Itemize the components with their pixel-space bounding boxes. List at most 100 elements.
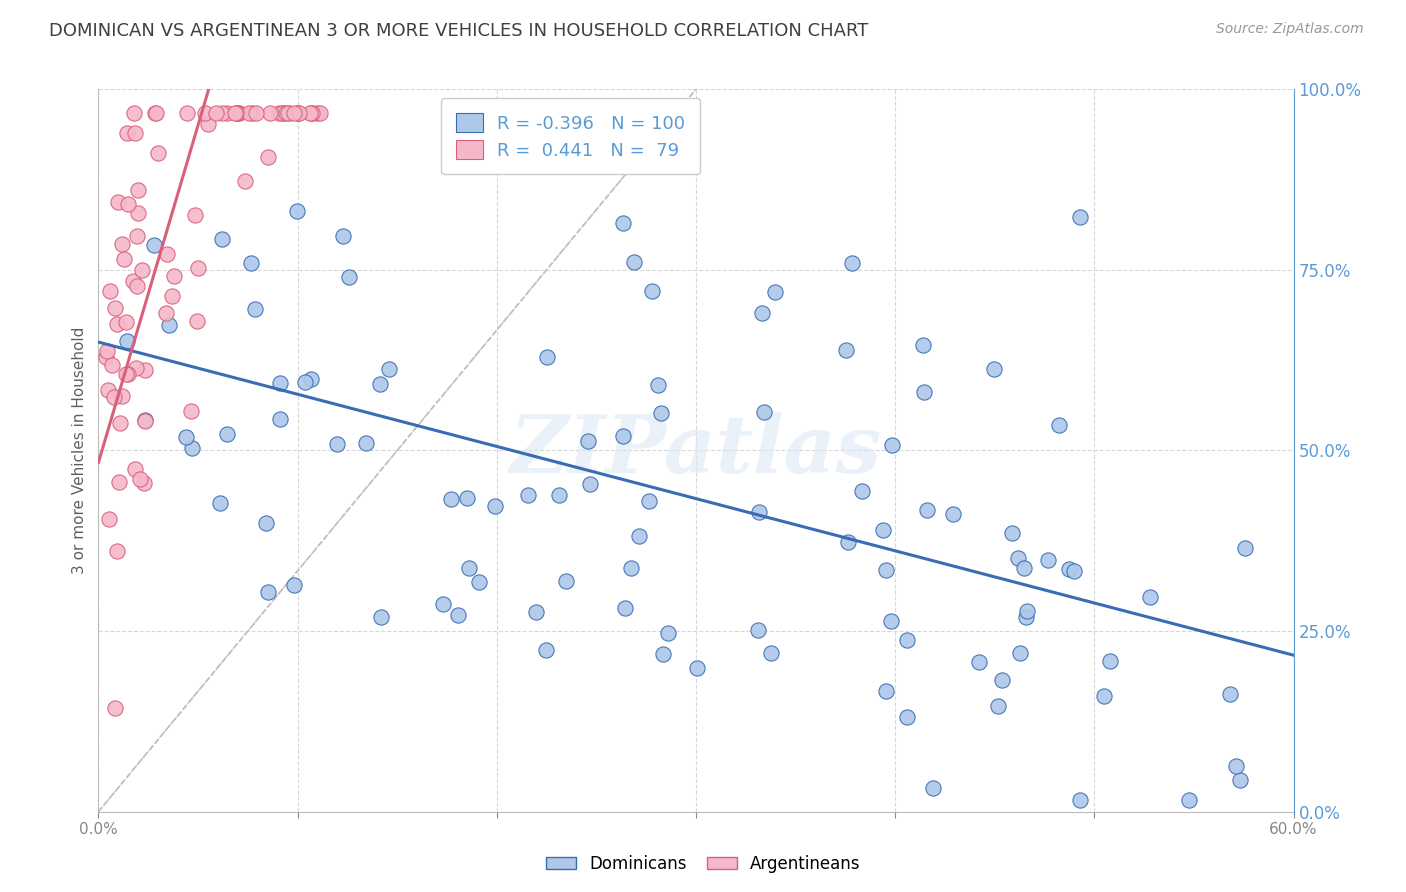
Point [1047, 417, 1070, 432]
Point [104, 301, 127, 315]
Point [205, 106, 228, 120]
Point [122, 106, 145, 120]
Point [1099, 654, 1122, 668]
Point [105, 544, 128, 558]
Point [287, 106, 309, 120]
Point [124, 462, 146, 476]
Point [134, 413, 156, 427]
Point [180, 404, 202, 418]
Point [751, 306, 773, 320]
Point [1229, 772, 1251, 787]
Point [1225, 758, 1247, 772]
Point [579, 477, 602, 491]
Point [259, 106, 281, 120]
Point [117, 367, 139, 381]
Point [942, 508, 965, 522]
Point [1139, 591, 1161, 605]
Point [637, 494, 659, 508]
Point [224, 106, 246, 120]
Point [1178, 793, 1201, 807]
Point [103, 390, 125, 404]
Point [225, 106, 247, 120]
Point [370, 610, 392, 624]
Point [650, 406, 672, 420]
Point [128, 472, 150, 486]
Point [112, 252, 135, 267]
Point [1036, 553, 1059, 567]
Point [761, 646, 783, 660]
Point [298, 106, 321, 120]
Point [96, 344, 118, 359]
Point [115, 368, 138, 382]
Point [233, 174, 256, 188]
Point [156, 247, 179, 261]
Point [276, 106, 298, 120]
Point [1069, 793, 1091, 807]
Point [440, 491, 463, 506]
Point [193, 106, 215, 120]
Point [187, 261, 209, 276]
Point [98, 285, 121, 299]
Point [484, 500, 506, 514]
Point [657, 626, 679, 640]
Point [1015, 610, 1038, 624]
Point [614, 600, 637, 615]
Point [104, 701, 127, 715]
Point [155, 306, 177, 320]
Point [1017, 604, 1039, 618]
Point [1007, 551, 1029, 566]
Point [176, 106, 198, 120]
Point [516, 488, 538, 502]
Point [647, 378, 669, 392]
Point [162, 289, 184, 303]
Text: Source: ZipAtlas.com: Source: ZipAtlas.com [1216, 22, 1364, 37]
Point [217, 427, 239, 442]
Point [763, 285, 786, 299]
Point [456, 491, 478, 506]
Point [432, 597, 454, 611]
Point [257, 585, 280, 599]
Point [468, 574, 491, 589]
Point [108, 416, 131, 430]
Point [896, 710, 918, 724]
Point [309, 106, 332, 120]
Point [967, 656, 990, 670]
Point [117, 197, 139, 211]
Point [651, 648, 673, 662]
Point [148, 146, 170, 161]
Point [287, 106, 309, 120]
Point [163, 268, 186, 283]
Point [254, 516, 277, 530]
Point [1057, 562, 1080, 576]
Point [226, 106, 249, 120]
Point [686, 661, 709, 675]
Point [872, 524, 894, 538]
Point [1010, 646, 1032, 660]
Point [245, 106, 267, 120]
Point [641, 285, 664, 299]
Point [115, 126, 138, 140]
Point [748, 505, 770, 519]
Point [97, 383, 120, 397]
Point [208, 496, 231, 510]
Y-axis label: 3 or more Vehicles in Household: 3 or more Vehicles in Household [72, 326, 87, 574]
Point [217, 106, 239, 120]
Point [105, 318, 128, 332]
Point [111, 237, 134, 252]
Point [301, 106, 323, 120]
Point [124, 126, 146, 140]
Point [837, 534, 859, 549]
Point [983, 362, 1005, 376]
Point [115, 334, 138, 348]
Point [326, 437, 349, 451]
Point [524, 605, 547, 619]
Point [211, 106, 233, 120]
Point [98, 511, 121, 525]
Point [228, 106, 250, 120]
Point [101, 359, 124, 373]
Point [911, 337, 934, 351]
Point [332, 229, 354, 244]
Point [243, 301, 266, 316]
Point [277, 106, 299, 120]
Point [288, 106, 311, 120]
